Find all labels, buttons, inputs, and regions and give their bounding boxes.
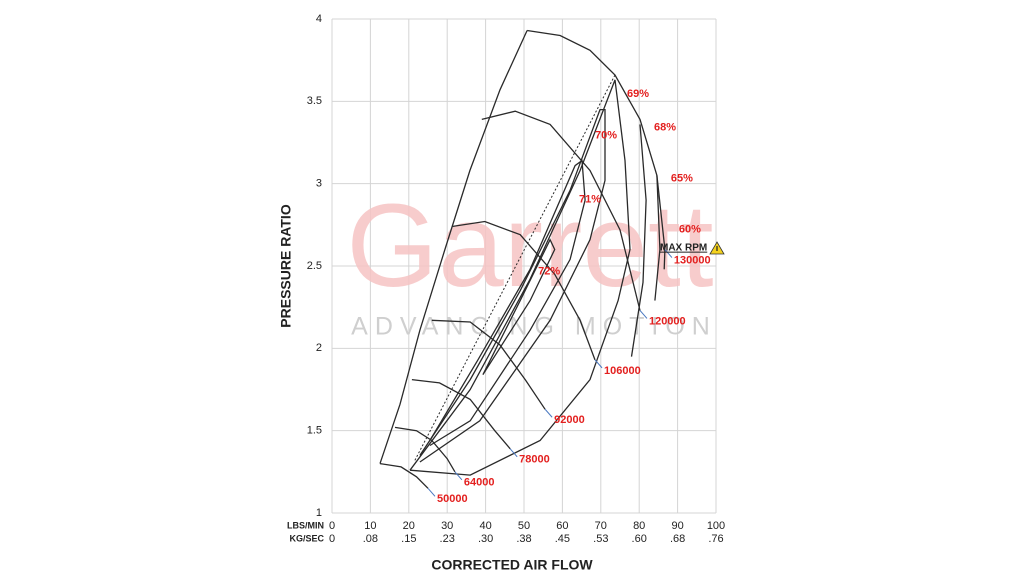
efficiency-label: 65% — [671, 172, 693, 184]
x2-tick-label: 0 — [329, 533, 335, 545]
label-leader — [427, 487, 436, 497]
speed-line — [481, 110, 641, 311]
label-leader — [509, 448, 518, 458]
x2-tick-label: .45 — [555, 533, 570, 545]
max-rpm-annotation: MAX RPM — [660, 243, 707, 254]
x-tick-label: 0 — [329, 520, 335, 532]
speed-line — [394, 426, 456, 473]
x-tick-label: 100 — [707, 520, 725, 532]
speed-label: 120000 — [649, 315, 686, 327]
y-tick-label: 3.5 — [307, 95, 322, 107]
efficiency-label: 60% — [679, 223, 701, 235]
efficiency-label: 70% — [595, 129, 617, 141]
speed-label: 130000 — [674, 254, 711, 266]
x-tick-label: 70 — [595, 520, 607, 532]
y-tick-label: 3 — [316, 178, 322, 190]
efficiency-island — [482, 238, 556, 376]
efficiency-island — [429, 159, 586, 447]
x2-axis-name: KG/SEC — [289, 533, 324, 543]
x-tick-label: 10 — [364, 520, 376, 532]
speed-line — [527, 29, 666, 250]
x-tick-label: 40 — [479, 520, 491, 532]
speed-label: 92000 — [554, 414, 585, 426]
speed-line — [411, 378, 511, 450]
y-tick-label: 1.5 — [307, 425, 322, 437]
speed-line — [431, 319, 546, 410]
x2-tick-label: .15 — [401, 533, 416, 545]
x2-tick-label: .23 — [440, 533, 455, 545]
x2-tick-label: .53 — [593, 533, 608, 545]
label-leader — [594, 359, 603, 369]
efficiency-island — [419, 108, 606, 463]
surge-line — [379, 30, 528, 464]
speed-label: 78000 — [519, 454, 550, 466]
y-axis-title: PRESSURE RATIO — [278, 204, 294, 328]
speed-label: 64000 — [464, 477, 495, 489]
x2-tick-label: .08 — [363, 533, 378, 545]
label-leader — [454, 471, 463, 481]
x-tick-label: 60 — [556, 520, 568, 532]
x-tick-label: 30 — [441, 520, 453, 532]
efficiency-island — [630, 124, 647, 357]
y-tick-label: 2.5 — [307, 260, 322, 272]
speed-line — [451, 220, 596, 361]
efficiency-label: 68% — [654, 121, 676, 133]
x-tick-label: 20 — [403, 520, 415, 532]
speed-line — [379, 462, 429, 489]
x2-tick-label: .60 — [632, 533, 647, 545]
label-leader — [664, 249, 673, 258]
x2-tick-label: .76 — [708, 533, 723, 545]
y-tick-label: 1 — [316, 507, 322, 519]
efficiency-island — [409, 79, 631, 476]
efficiency-label: 69% — [627, 88, 649, 100]
x-tick-label: 50 — [518, 520, 530, 532]
x-tick-label: 90 — [671, 520, 683, 532]
x2-tick-label: .38 — [516, 533, 531, 545]
label-leader — [639, 310, 648, 319]
x2-tick-label: .30 — [478, 533, 493, 545]
speed-label: 50000 — [437, 493, 468, 505]
x-axis-name: LBS/MIN — [287, 520, 324, 530]
y-tick-label: 2 — [316, 342, 322, 354]
speed-label: 106000 — [604, 365, 641, 377]
efficiency-island — [654, 175, 661, 301]
y-tick-label: 4 — [316, 13, 322, 25]
efficiency-label: 72% — [538, 266, 560, 278]
efficiency-label: 71% — [579, 194, 601, 206]
x-tick-label: 80 — [633, 520, 645, 532]
x2-tick-label: .68 — [670, 533, 685, 545]
watermark-subtitle: ADVANCING MOTION — [351, 313, 717, 341]
efficiency-island — [663, 249, 666, 270]
peak-efficiency-line — [414, 74, 616, 461]
label-leader — [544, 408, 553, 418]
x-axis-title: CORRECTED AIR FLOW — [431, 557, 593, 573]
